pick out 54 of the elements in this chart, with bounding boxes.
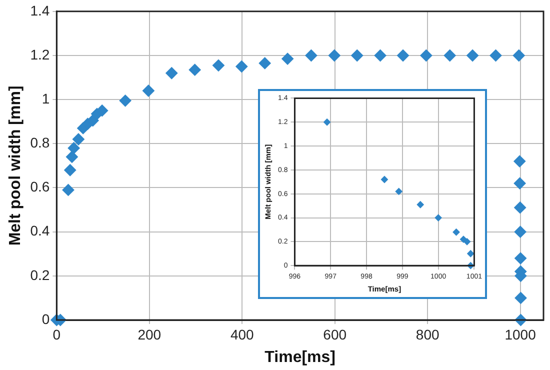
point xyxy=(444,49,456,62)
point xyxy=(166,67,178,80)
x-tick-label: 400 xyxy=(230,326,254,342)
point xyxy=(452,228,460,236)
point xyxy=(96,104,108,117)
y-tick-label: 0 xyxy=(42,310,50,327)
point xyxy=(62,184,74,196)
point xyxy=(236,60,248,73)
point xyxy=(395,188,402,195)
point xyxy=(324,118,331,126)
point xyxy=(64,164,76,176)
point xyxy=(514,177,526,190)
point xyxy=(72,133,84,146)
point xyxy=(282,52,294,65)
point xyxy=(464,238,471,246)
x-tick-label: 1000 xyxy=(504,326,536,342)
point xyxy=(466,49,479,62)
y-tick-label: 0.2 xyxy=(30,266,50,283)
x-tick-label: 800 xyxy=(416,326,440,342)
point xyxy=(514,252,527,264)
point xyxy=(512,49,525,62)
point xyxy=(380,176,388,184)
point xyxy=(328,49,340,62)
point xyxy=(420,49,432,62)
y-tick-label: 0.8 xyxy=(30,134,50,151)
y-tick-label: 1 xyxy=(42,90,50,106)
point xyxy=(374,49,386,62)
y-axis-title: Melt pool width [mm] xyxy=(7,86,24,246)
y-tick-label: 1.4 xyxy=(30,2,50,18)
point xyxy=(514,292,527,304)
point xyxy=(467,250,474,258)
point xyxy=(514,202,526,214)
y-tick-label: 1.2 xyxy=(30,46,50,62)
y-tick-label: 0.6 xyxy=(30,178,50,195)
point xyxy=(142,84,154,97)
x-tick-label: 0 xyxy=(52,326,61,342)
point xyxy=(490,49,502,62)
point xyxy=(514,226,526,238)
point xyxy=(188,64,201,76)
point xyxy=(119,94,132,107)
point xyxy=(68,142,80,154)
y-tick-label: 0.4 xyxy=(30,222,50,239)
point xyxy=(66,150,78,163)
x-tick-label: 200 xyxy=(138,326,162,342)
x-tick-label: 600 xyxy=(323,326,347,342)
point xyxy=(397,49,410,62)
point xyxy=(212,59,224,72)
x-axis-title: Time[ms] xyxy=(264,348,336,366)
point xyxy=(351,49,364,62)
point xyxy=(258,57,271,70)
point xyxy=(434,214,442,222)
point xyxy=(514,155,526,168)
point xyxy=(416,201,424,208)
point xyxy=(305,49,318,62)
